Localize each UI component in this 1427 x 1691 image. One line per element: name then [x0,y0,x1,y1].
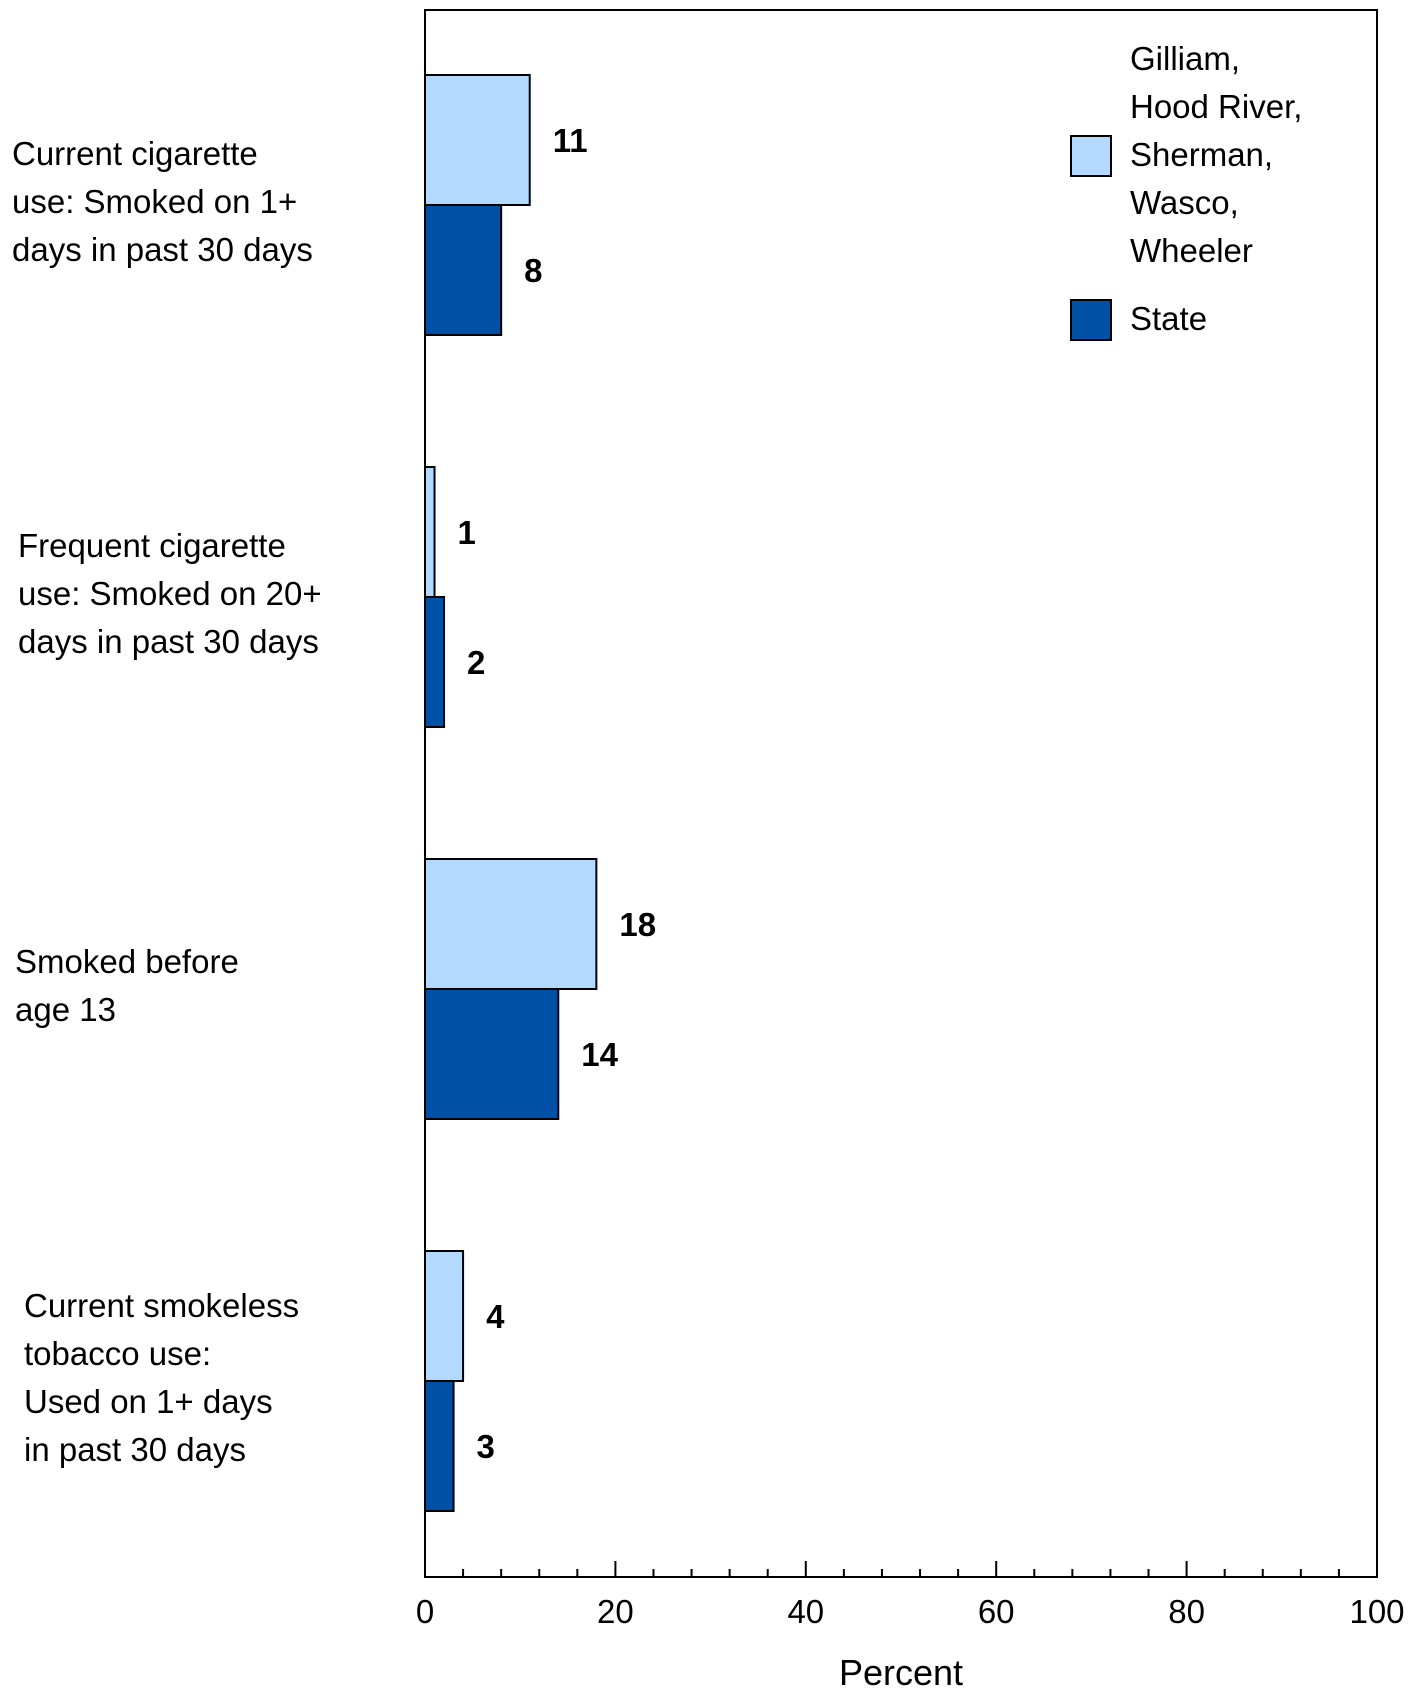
data-label-region-3: 18 [619,906,656,943]
data-label-region-4: 4 [486,1298,505,1335]
plot-frame [424,9,1378,1578]
legend: Gilliam, Hood River, Sherman, Wasco, Wheeler… [1070,40,1302,341]
x-axis-ticks: 0 20 40 60 80 100 [416,1561,1405,1630]
legend-swatch-state [1070,299,1112,341]
x-tick-label: 20 [597,1593,634,1630]
x-tick-label: 100 [1349,1593,1404,1630]
bar-state-4 [424,1380,455,1512]
data-label-state-4: 3 [477,1428,495,1465]
bar-state-1 [424,204,503,336]
bar-region-2 [424,466,436,598]
category-label-4: Current smokeless tobacco use: Used on 1+ … [24,1287,299,1468]
value-labels-layer: 11 8 1 2 18 14 4 3 [458,122,657,1465]
category-label-1: Current cigarette use: Smoked on 1+ days i… [12,135,313,268]
bar-state-3 [424,988,560,1120]
bar-region-4 [424,1250,465,1382]
data-label-region-2: 1 [458,514,476,551]
bars-layer [424,74,598,1512]
category-label-2: Frequent cigarette use: Smoked on 20+ days… [18,527,322,660]
data-label-state-2: 2 [467,644,485,681]
category-labels-layer: Current cigarette use: Smoked on 1+ days i… [12,135,322,1468]
legend-label-region: Gilliam, Hood River, Sherman, Wasco, Wheeler [1130,40,1302,269]
data-label-state-3: 14 [581,1036,618,1073]
x-tick-label: 80 [1168,1593,1205,1630]
x-axis-title: Percent [839,1652,963,1691]
data-label-state-1: 8 [524,252,542,289]
bar-region-1 [424,74,531,206]
legend-label-state: State [1130,300,1207,337]
category-label-3: Smoked before age 13 [15,943,239,1028]
bar-state-2 [424,596,446,728]
x-tick-label: 0 [416,1593,434,1630]
legend-swatch-region [1070,135,1112,177]
bar-region-3 [424,858,598,990]
x-tick-label: 60 [978,1593,1015,1630]
data-label-region-1: 11 [553,122,588,159]
x-tick-label: 40 [787,1593,824,1630]
